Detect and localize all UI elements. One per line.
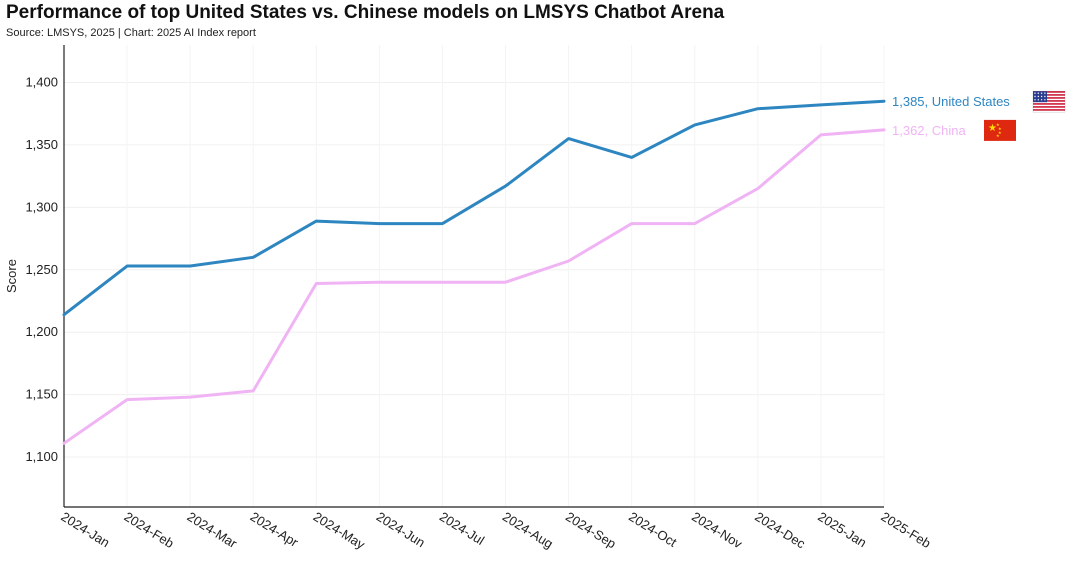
- y-tick-label: 1,250: [25, 262, 58, 277]
- chart-subtitle: Source: LMSYS, 2025 | Chart: 2025 AI Ind…: [6, 27, 256, 39]
- us-flag-icon: [1032, 90, 1066, 113]
- series-line-united-states: [62, 99, 886, 317]
- svg-text:★: ★: [998, 130, 1002, 135]
- svg-text:★: ★: [996, 133, 1000, 138]
- y-tick-label: 1,400: [25, 74, 58, 89]
- x-tick-label: 2024-Jan: [58, 509, 112, 550]
- y-tick-label: 1,200: [25, 324, 58, 339]
- svg-text:★: ★: [998, 126, 1002, 131]
- series-lines: [62, 99, 886, 445]
- x-tick-label: 2024-Jul: [437, 509, 487, 548]
- x-tick-label: 2024-Oct: [626, 509, 680, 550]
- x-tick-label: 2024-Aug: [500, 509, 556, 552]
- x-tick-label: 2024-Jun: [374, 509, 428, 550]
- y-tick-label: 1,350: [25, 137, 58, 152]
- y-axis-label: Score: [4, 259, 19, 293]
- x-tick-label: 2024-Apr: [248, 509, 302, 550]
- end-labels: 1,385, United States 1,362, China ★ ★★★★: [892, 90, 1066, 141]
- x-tick-label: 2024-Feb: [121, 509, 176, 551]
- end-label-united-states: 1,385, United States: [892, 94, 1010, 109]
- series-line-china: [62, 128, 886, 445]
- x-tick-label: 2024-Mar: [185, 509, 241, 552]
- x-tick-label: 2024-Sep: [563, 509, 619, 552]
- y-tick-label: 1,100: [25, 449, 58, 464]
- x-tick-label: 2024-May: [311, 509, 368, 553]
- svg-text:★: ★: [996, 122, 1000, 127]
- grid: [63, 45, 885, 507]
- y-tick-label: 1,150: [25, 387, 58, 402]
- x-tick-label: 2025-Feb: [878, 509, 933, 551]
- x-tick-label: 2025-Jan: [815, 509, 869, 550]
- x-tick-label: 2024-Nov: [689, 509, 745, 552]
- x-tick-label: 2024-Dec: [752, 509, 808, 552]
- end-label-china: 1,362, China: [892, 123, 966, 138]
- china-flag-icon: ★ ★★★★: [984, 119, 1016, 141]
- y-tick-label: 1,300: [25, 199, 58, 214]
- svg-text:★: ★: [988, 123, 997, 134]
- chart-title: Performance of top United States vs. Chi…: [6, 2, 725, 23]
- axes: 1,100 1,150 1,200 1,250 1,300 1,350 1,400 2024-…: [4, 45, 934, 552]
